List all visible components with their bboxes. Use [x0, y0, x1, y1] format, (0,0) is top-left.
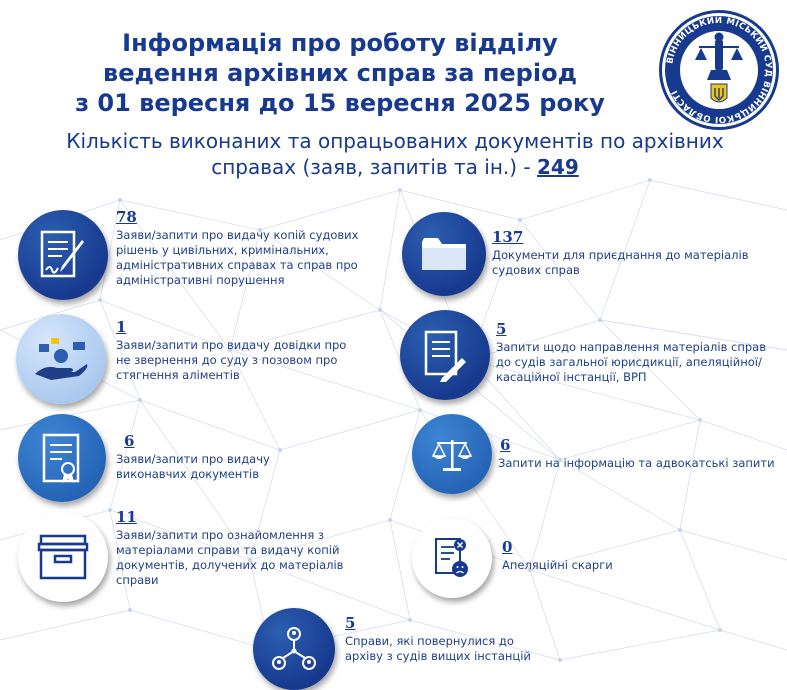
count-appeals: 0 [502, 538, 513, 556]
desc-enforcement-docs: Заяви/запити про видачу виконавчих докуме… [116, 452, 270, 481]
subtitle-line-2: справах (заяв, запитів та ін.) - 249 [25, 154, 765, 180]
page-subtitle: Кількість виконаних та опрацьованих доку… [25, 128, 765, 180]
title-line-1: Інформація про роботу відділу [122, 29, 558, 57]
clipboard-pen-icon [400, 310, 490, 400]
network-users-icon [253, 608, 335, 690]
count-alimony-cert: 1 [116, 318, 127, 336]
desc-returned-cases: Справи, які повернулися до архіву з судів… [345, 634, 531, 663]
count-send-materials: 5 [496, 320, 507, 338]
desc-familiarization: Заяви/запити про ознайомлення з матеріала… [116, 528, 344, 587]
certificate-icon [18, 414, 106, 502]
desc-info-requests: Запити на інформацію та адвокатські запи… [498, 456, 775, 470]
desc-appeals: Апеляційні скарги [502, 558, 613, 572]
document-sign-icon [18, 210, 108, 300]
count-copies-decisions: 78 [116, 208, 137, 226]
hand-money-icon [16, 314, 106, 404]
desc-copies-decisions: Заяви/запити про видачу копій судових ріш… [116, 228, 359, 287]
title-line-3: з 01 вересня до 15 вересня 2025 року [75, 89, 605, 117]
folder-icon [402, 212, 486, 296]
title-line-2: ведення архівних справ за період [103, 59, 577, 87]
subtitle-line-1: Кількість виконаних та опрацьованих доку… [66, 129, 724, 153]
count-attach-docs: 137 [492, 228, 524, 246]
page-title: Інформація про роботу відділу ведення ар… [40, 28, 640, 118]
desc-alimony-cert: Заяви/запити про видачу довідки про не зв… [116, 338, 347, 382]
archive-box-icon [18, 512, 108, 602]
court-seal-logo: ВІННИЦЬКИЙ МІСЬКИЙ СУД ВІННИЦЬКОЇ ОБЛАСТ… [657, 8, 781, 132]
count-enforcement-docs: 6 [124, 432, 135, 450]
count-familiarization: 11 [116, 508, 137, 526]
scales-icon [412, 414, 492, 494]
desc-send-materials: Запити щодо направлення матеріалів справ… [496, 340, 766, 384]
complaint-icon [412, 518, 492, 598]
desc-attach-docs: Документи для приєднання до матеріалів су… [492, 248, 749, 277]
subtitle-prefix: справах (заяв, запитів та ін.) - [211, 155, 538, 179]
total-count: 249 [537, 155, 579, 179]
count-returned-cases: 5 [345, 614, 356, 632]
count-info-requests: 6 [500, 436, 511, 454]
